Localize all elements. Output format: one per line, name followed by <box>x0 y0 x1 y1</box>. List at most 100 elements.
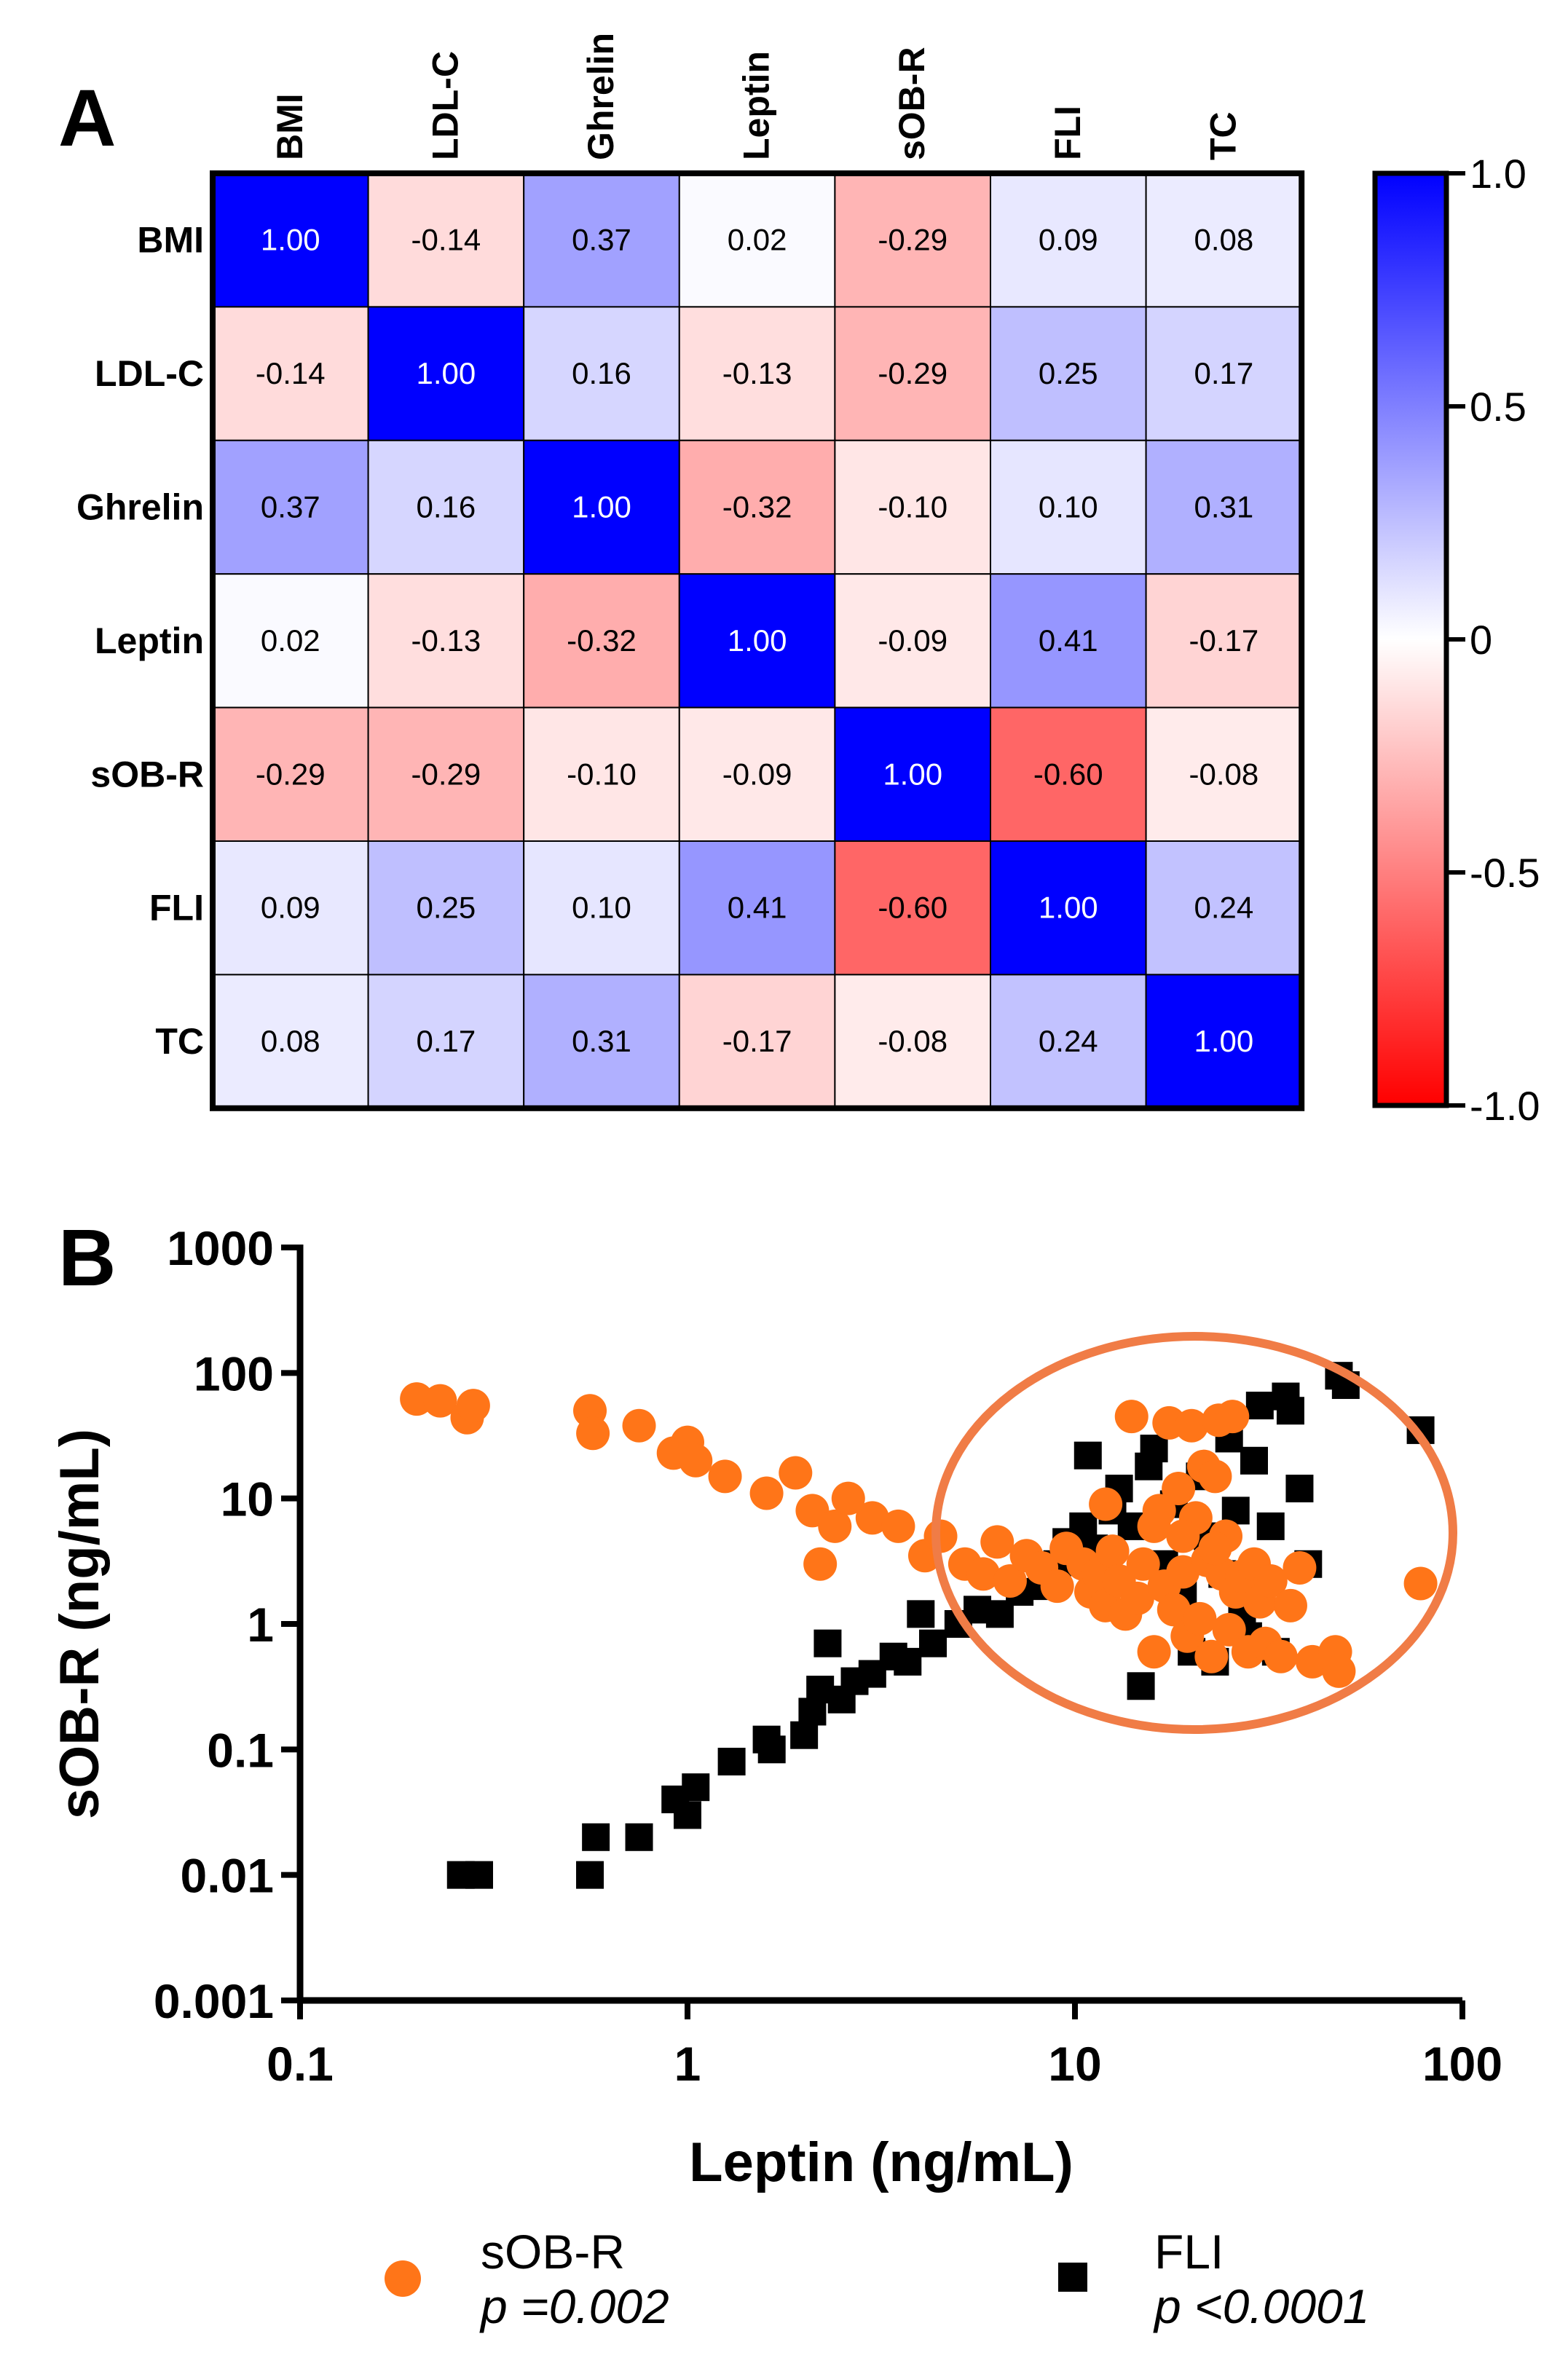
panel-b-label: B <box>58 1213 116 1303</box>
heatmap-value-leptin-ghrelin: -0.32 <box>567 623 637 658</box>
sob-r-point <box>1198 1459 1232 1494</box>
heatmap-value-ldl-c-leptin: -0.13 <box>722 356 792 390</box>
colorbar-gradient <box>1372 170 1449 1108</box>
sob-r-point <box>1253 1564 1288 1598</box>
fli-point <box>717 1748 746 1776</box>
y-tick-label: 0.01 <box>181 1849 274 1903</box>
x-tick-label: 1 <box>674 2037 701 2091</box>
heatmap-value-bmi-leptin: 0.02 <box>728 223 787 257</box>
heatmap-value-bmi-ldl-c: -0.14 <box>411 223 481 257</box>
heatmap-cell-ldl-c-tc <box>1145 306 1303 441</box>
y-tick-label: 0.1 <box>207 1723 274 1777</box>
heatmap-value-fli-tc: 0.24 <box>1194 891 1254 925</box>
heatmap-cell-ghrelin-ldl-c <box>367 439 525 575</box>
heatmap-value-ghrelin-tc: 0.31 <box>1194 490 1254 524</box>
heatmap-value-ldl-c-fli: 0.25 <box>1039 356 1098 390</box>
row-label-sob-r: sOB-R <box>90 754 204 794</box>
sob-r-point <box>679 1443 713 1478</box>
heatmap-value-leptin-tc: -0.17 <box>1189 623 1259 658</box>
heatmap-cell-bmi-sob-r <box>834 173 992 308</box>
heatmap-cell-tc-bmi <box>212 974 369 1109</box>
sob-r-point <box>1283 1550 1317 1585</box>
heatmap-border <box>210 170 1305 1111</box>
heatmap-value-ldl-c-bmi: -0.14 <box>256 356 326 390</box>
sob-r-point <box>1126 1547 1160 1581</box>
heatmap-value-bmi-tc: 0.08 <box>1194 223 1254 257</box>
sob-r-point <box>1322 1654 1356 1688</box>
x-axis-label: Leptin (ng/mL) <box>689 2132 1073 2193</box>
heatmap-value-bmi-sob-r: -0.29 <box>878 223 948 257</box>
heatmap-cell-sob-r-bmi <box>212 706 369 842</box>
sob-r-point <box>881 1509 915 1543</box>
heatmap-cell-fli-ghrelin <box>523 840 680 976</box>
y-tick-label: 100 <box>194 1346 274 1400</box>
sob-r-point <box>456 1389 490 1423</box>
fli-point <box>682 1773 710 1802</box>
fli-point <box>1127 1672 1155 1700</box>
heatmap-value-ghrelin-bmi: 0.37 <box>261 490 320 524</box>
heatmap-value-sob-r-bmi: -0.29 <box>256 757 326 791</box>
sob-r-point <box>1095 1534 1130 1569</box>
fli-point <box>1256 1512 1285 1540</box>
sob-r-point <box>779 1456 813 1490</box>
heatmap-value-tc-bmi: 0.08 <box>261 1024 320 1058</box>
fli-point <box>813 1629 842 1657</box>
sob-r-point <box>1162 1472 1196 1506</box>
heatmap-value-sob-r-ghrelin: -0.10 <box>567 757 637 791</box>
sob-r-point <box>1137 1509 1171 1543</box>
heatmap-value-ldl-c-sob-r: -0.29 <box>878 356 948 390</box>
sob-r-point <box>576 1416 610 1451</box>
col-label-tc: TC <box>1202 111 1243 160</box>
sob-r-point <box>1089 1487 1123 1521</box>
sob-r-point <box>708 1459 742 1494</box>
row-label-tc: TC <box>155 1021 204 1062</box>
heatmap-cell-leptin-tc <box>1145 573 1303 709</box>
sob-r-point <box>831 1481 865 1515</box>
heatmap-value-ghrelin-leptin: -0.32 <box>722 490 792 524</box>
heatmap-value-sob-r-leptin: -0.09 <box>722 757 792 791</box>
sob-r-point <box>1120 1581 1154 1615</box>
heatmap-value-ghrelin-fli: 0.10 <box>1039 490 1098 524</box>
heatmap-value-leptin-ldl-c: -0.13 <box>411 623 481 658</box>
heatmap-value-leptin-sob-r: -0.09 <box>878 623 948 658</box>
heatmap-cell-sob-r-tc <box>1145 706 1303 842</box>
fli-point <box>919 1629 948 1657</box>
heatmap-value-tc-sob-r: -0.08 <box>878 1024 948 1058</box>
heatmap-value-tc-leptin: -0.17 <box>722 1024 792 1058</box>
colorbar-tick-label: 1.0 <box>1470 151 1526 197</box>
heatmap-cell-sob-r-ghrelin <box>523 706 680 842</box>
heatmap-value-fli-sob-r: -0.60 <box>878 891 948 925</box>
heatmap-value-tc-ghrelin: 0.31 <box>572 1024 631 1058</box>
heatmap-value-ldl-c-ldl-c: 1.00 <box>417 356 476 390</box>
sob-r-point <box>1040 1569 1074 1604</box>
row-label-leptin: Leptin <box>95 620 204 661</box>
fli-point <box>894 1647 922 1676</box>
sob-r-point <box>1194 1639 1229 1673</box>
heatmap-value-tc-ldl-c: 0.17 <box>417 1024 476 1058</box>
sob-r-point <box>980 1525 1015 1559</box>
y-tick-label: 1 <box>247 1598 274 1652</box>
fli-point <box>1073 1441 1102 1470</box>
sob-r-point <box>818 1509 852 1543</box>
heatmap-value-fli-bmi: 0.09 <box>261 891 320 925</box>
fli-point <box>1285 1475 1314 1503</box>
sob-r-point <box>1157 1593 1191 1627</box>
sob-r-point <box>1114 1400 1149 1434</box>
sob-r-point <box>622 1408 656 1443</box>
legend-fli-marker <box>1058 2263 1087 2292</box>
x-tick-label: 100 <box>1422 2037 1502 2091</box>
fli-point <box>582 1823 610 1851</box>
fli-point <box>465 1861 493 1889</box>
heatmap-value-bmi-bmi: 1.00 <box>261 223 320 257</box>
heatmap-value-leptin-fli: 0.41 <box>1039 623 1098 658</box>
heatmap-cell-leptin-fli <box>990 573 1147 709</box>
heatmap-value-ghrelin-ldl-c: 0.16 <box>417 490 476 524</box>
legend-sob-r-pvalue: p =0.002 <box>479 2279 669 2333</box>
heatmap-value-ghrelin-sob-r: -0.10 <box>878 490 948 524</box>
heatmap-cell-ghrelin-tc <box>1145 439 1303 575</box>
sob-r-point <box>1264 1639 1298 1673</box>
heatmap-value-fli-ghrelin: 0.10 <box>572 891 631 925</box>
heatmap-cell-tc-sob-r <box>834 974 992 1109</box>
heatmap-cell-fli-ldl-c <box>367 840 525 976</box>
